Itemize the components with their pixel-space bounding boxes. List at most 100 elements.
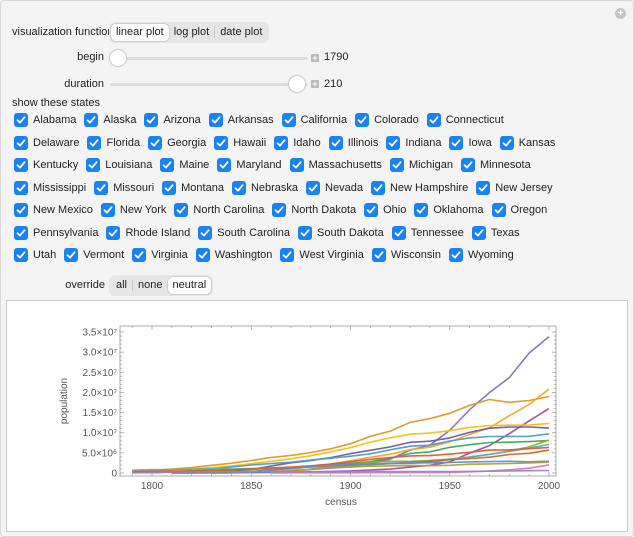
checkbox-south-carolina[interactable]: South Carolina: [198, 225, 290, 240]
checkmark-icon[interactable]: [14, 203, 28, 217]
checkbox-massachusetts[interactable]: Massachusetts: [289, 158, 382, 172]
checkbox-florida[interactable]: Florida: [87, 135, 140, 150]
checkbox-michigan[interactable]: Michigan: [389, 158, 453, 172]
checkbox-new-jersey[interactable]: New Jersey: [476, 180, 553, 195]
begin-expand-icon[interactable]: +: [311, 53, 319, 63]
checkmark-icon[interactable]: [160, 158, 175, 172]
duration-slider-thumb[interactable]: [289, 76, 305, 92]
checkmark-icon[interactable]: [272, 203, 287, 217]
checkbox-maine[interactable]: Maine: [160, 158, 209, 172]
checkbox-kentucky[interactable]: Kentucky: [14, 158, 78, 172]
checkmark-icon[interactable]: [386, 135, 401, 150]
checkmark-icon[interactable]: [14, 113, 28, 127]
checkbox-missouri[interactable]: Missouri: [94, 180, 154, 195]
checkbox-oregon[interactable]: Oregon: [491, 203, 547, 217]
checkmark-icon[interactable]: [144, 113, 159, 127]
checkmark-icon[interactable]: [449, 135, 464, 150]
checkmark-icon[interactable]: [414, 203, 429, 217]
checkbox-colorado[interactable]: Colorado: [355, 113, 419, 127]
checkmark-icon[interactable]: [64, 248, 79, 262]
checkbox-indiana[interactable]: Indiana: [386, 135, 441, 150]
checkmark-icon[interactable]: [106, 225, 121, 240]
checkmark-icon[interactable]: [208, 113, 223, 127]
begin-slider-thumb[interactable]: [110, 50, 126, 66]
checkmark-icon[interactable]: [148, 135, 163, 150]
checkmark-icon[interactable]: [364, 203, 379, 217]
checkmark-icon[interactable]: [499, 135, 514, 150]
add-options-icon[interactable]: +: [615, 8, 626, 19]
checkbox-louisiana[interactable]: Louisiana: [86, 158, 152, 172]
checkbox-alaska[interactable]: Alaska: [84, 113, 136, 127]
checkmark-icon[interactable]: [371, 248, 386, 262]
checkmark-icon[interactable]: [162, 180, 177, 195]
checkmark-icon[interactable]: [195, 248, 210, 262]
checkbox-iowa[interactable]: Iowa: [449, 135, 492, 150]
checkbox-ohio[interactable]: Ohio: [364, 203, 406, 217]
checkbox-pennsylvania[interactable]: Pennsylvania: [14, 225, 98, 240]
checkbox-oklahoma[interactable]: Oklahoma: [414, 203, 484, 217]
checkbox-tennessee[interactable]: Tennessee: [391, 225, 464, 240]
checkbox-new-hampshire[interactable]: New Hampshire: [370, 180, 468, 195]
checkmark-icon[interactable]: [274, 135, 289, 150]
checkmark-icon[interactable]: [14, 225, 28, 240]
checkbox-south-dakota[interactable]: South Dakota: [298, 225, 384, 240]
checkmark-icon[interactable]: [214, 135, 229, 150]
option-date-plot[interactable]: date plot: [220, 26, 263, 38]
checkbox-vermont[interactable]: Vermont: [64, 248, 124, 262]
checkbox-nevada[interactable]: Nevada: [306, 180, 363, 195]
override-all[interactable]: all: [116, 279, 128, 291]
override-neutral[interactable]: neutral: [167, 277, 212, 294]
checkmark-icon[interactable]: [306, 180, 321, 195]
checkbox-hawaii[interactable]: Hawaii: [214, 135, 266, 150]
checkbox-montana[interactable]: Montana: [162, 180, 224, 195]
checkmark-icon[interactable]: [471, 225, 486, 240]
checkbox-georgia[interactable]: Georgia: [148, 135, 206, 150]
checkmark-icon[interactable]: [460, 158, 475, 172]
checkbox-alabama[interactable]: Alabama: [14, 113, 76, 127]
checkbox-mississippi[interactable]: Mississippi: [14, 180, 86, 195]
checkmark-icon[interactable]: [132, 248, 147, 262]
checkbox-arkansas[interactable]: Arkansas: [208, 113, 274, 127]
checkbox-wyoming[interactable]: Wyoming: [448, 248, 514, 262]
checkbox-idaho[interactable]: Idaho: [274, 135, 321, 150]
checkmark-icon[interactable]: [389, 158, 404, 172]
checkbox-nebraska[interactable]: Nebraska: [231, 180, 298, 195]
checkbox-texas[interactable]: Texas: [471, 225, 520, 240]
checkmark-icon[interactable]: [289, 158, 304, 172]
checkmark-icon[interactable]: [370, 180, 385, 195]
duration-expand-icon[interactable]: +: [311, 79, 319, 89]
checkbox-delaware[interactable]: Delaware: [14, 135, 79, 150]
override-none[interactable]: none: [138, 279, 163, 291]
checkbox-rhode-island[interactable]: Rhode Island: [106, 225, 190, 240]
checkbox-virginia[interactable]: Virginia: [132, 248, 188, 262]
checkmark-icon[interactable]: [87, 135, 102, 150]
checkmark-icon[interactable]: [86, 158, 101, 172]
checkbox-arizona[interactable]: Arizona: [144, 113, 201, 127]
checkbox-west-virginia[interactable]: West Virginia: [280, 248, 364, 262]
checkmark-icon[interactable]: [281, 113, 296, 127]
checkbox-connecticut[interactable]: Connecticut: [426, 113, 504, 127]
checkmark-icon[interactable]: [391, 225, 406, 240]
checkmark-icon[interactable]: [198, 225, 213, 240]
checkmark-icon[interactable]: [217, 158, 232, 172]
checkmark-icon[interactable]: [328, 135, 343, 150]
checkmark-icon[interactable]: [280, 248, 295, 262]
checkbox-wisconsin[interactable]: Wisconsin: [371, 248, 441, 262]
checkmark-icon[interactable]: [174, 203, 189, 217]
checkmark-icon[interactable]: [476, 180, 491, 195]
checkbox-maryland[interactable]: Maryland: [217, 158, 282, 172]
checkmark-icon[interactable]: [491, 203, 506, 217]
checkbox-minnesota[interactable]: Minnesota: [460, 158, 531, 172]
checkmark-icon[interactable]: [448, 248, 463, 262]
checkbox-illinois[interactable]: Illinois: [328, 135, 378, 150]
duration-slider[interactable]: [110, 83, 308, 86]
checkmark-icon[interactable]: [84, 113, 99, 127]
checkbox-new-mexico[interactable]: New Mexico: [14, 203, 93, 217]
checkmark-icon[interactable]: [355, 113, 370, 127]
checkmark-icon[interactable]: [298, 225, 313, 240]
checkbox-new-york[interactable]: New York: [100, 203, 166, 217]
checkmark-icon[interactable]: [426, 113, 441, 127]
checkbox-kansas[interactable]: Kansas: [499, 135, 555, 150]
checkbox-north-dakota[interactable]: North Dakota: [272, 203, 356, 217]
begin-slider[interactable]: [110, 57, 308, 60]
